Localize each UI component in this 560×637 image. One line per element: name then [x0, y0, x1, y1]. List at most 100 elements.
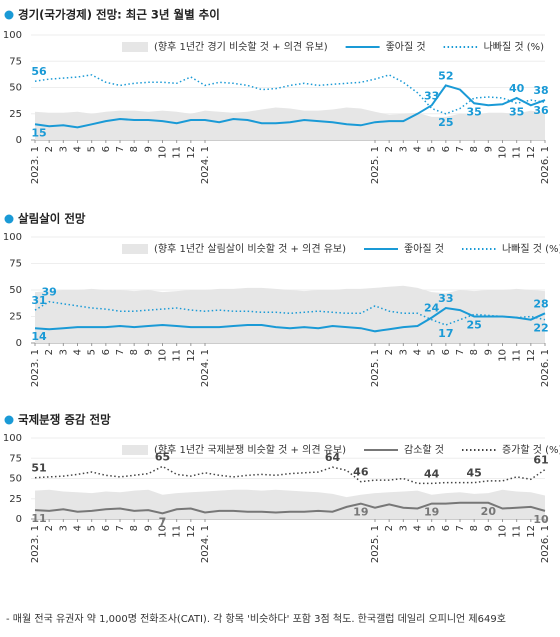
y-tick-label: 50 [9, 474, 22, 485]
x-tick-label: 12 [186, 525, 197, 538]
x-tick-label: 8 [469, 146, 480, 152]
x-tick-label: 2026. 1 [540, 146, 551, 184]
value-label: 25 [438, 116, 453, 129]
x-tick-label: 2023. 1 [30, 525, 41, 563]
x-tick-label: 6 [101, 146, 112, 152]
value-label: 31 [31, 294, 46, 307]
x-tick-label: 8 [469, 525, 480, 531]
x-tick-label: 4 [413, 525, 424, 531]
x-tick-label: 2025. 1 [370, 349, 381, 387]
value-label: 52 [438, 69, 453, 82]
legend-label: 좋아질 것 [386, 41, 426, 53]
y-tick-label: 0 [16, 514, 22, 525]
x-tick-label: 2023. 1 [30, 349, 41, 387]
footnote: - 매월 전국 유권자 약 1,000명 전화조사(CATI). 각 항목 '비… [6, 612, 506, 625]
line [34, 84, 546, 129]
legend-label: 감소할 것 [404, 444, 444, 456]
x-tick-label: 9 [483, 349, 494, 355]
x-tick-label: 12 [186, 349, 197, 362]
x-tick-label: 12 [526, 349, 537, 362]
x-tick-label: 10 [498, 146, 509, 159]
x-tick-label: 7 [115, 146, 126, 152]
value-label: 11 [31, 512, 46, 525]
legend-label: (향후 1년간 경기 비슷할 것 + 의견 유보) [154, 40, 328, 53]
legend-label: (향후 1년간 국제분쟁 비슷할 것 + 의견 유보) [154, 444, 346, 456]
y-tick-label: 75 [9, 56, 22, 67]
x-tick-label: 10 [158, 525, 169, 538]
x-tick-label: 11 [172, 525, 183, 538]
x-tick-label: 10 [498, 525, 509, 538]
value-label: 24 [424, 302, 440, 315]
x-tick-label: 3 [398, 349, 409, 355]
x-tick-label: 2 [384, 525, 395, 531]
value-label: 61 [533, 454, 548, 467]
title-bullet [4, 415, 14, 425]
x-tick-label: 5 [87, 146, 98, 152]
x-tick-label: 9 [143, 146, 154, 152]
legend-label: 나빠질 것 (%) [484, 41, 545, 53]
value-label: 65 [155, 450, 170, 463]
value-label: 51 [31, 462, 46, 475]
x-tick-label: 6 [441, 349, 452, 355]
x-tick-label: 12 [526, 525, 537, 538]
x-tick-label: 7 [115, 349, 126, 355]
line [34, 74, 546, 115]
x-tick-label: 4 [73, 146, 84, 152]
x-tick-label: 7 [115, 525, 126, 531]
x-tick-label: 4 [73, 525, 84, 531]
x-tick-label: 11 [512, 525, 523, 538]
y-tick-label: 50 [9, 285, 22, 296]
chart-title: 살림살이 전망 [18, 212, 86, 226]
value-label: 33 [438, 292, 453, 305]
x-tick-label: 12 [186, 146, 197, 159]
x-tick-label: 5 [427, 146, 438, 152]
value-label: 17 [438, 327, 453, 340]
value-label: 39 [42, 286, 57, 299]
line [34, 306, 546, 333]
x-tick-label: 11 [512, 349, 523, 362]
value-label: 25 [467, 319, 482, 332]
legend-swatch [122, 445, 148, 455]
x-tick-label: 2 [44, 146, 55, 152]
x-tick-label: 2024. 1 [200, 146, 211, 184]
x-tick-label: 6 [101, 525, 112, 531]
y-tick-label: 50 [9, 83, 22, 94]
x-tick-label: 11 [172, 146, 183, 159]
x-tick-label: 3 [58, 146, 69, 152]
value-label: 36 [533, 104, 549, 117]
x-tick-label: 2023. 1 [30, 146, 41, 184]
value-label: 7 [159, 515, 167, 528]
x-tick-label: 2025. 1 [370, 146, 381, 184]
x-tick-label: 2 [44, 349, 55, 355]
y-tick-label: 0 [16, 135, 22, 146]
title-bullet [4, 10, 14, 20]
y-tick-label: 100 [3, 30, 22, 41]
area [35, 107, 545, 140]
legend-label: 증가할 것 (%) [502, 444, 560, 456]
legend-label: 나빠질 것 (%) [502, 243, 560, 255]
legend-label: 좋아질 것 [404, 243, 444, 255]
x-tick-label: 3 [398, 146, 409, 152]
value-label: 20 [481, 505, 497, 518]
x-tick-label: 5 [427, 525, 438, 531]
area [35, 489, 545, 519]
x-tick-label: 12 [526, 146, 537, 159]
legend-swatch [122, 42, 148, 52]
value-label: 19 [424, 506, 439, 519]
value-label: 46 [353, 466, 369, 479]
y-tick-label: 75 [9, 259, 22, 270]
x-tick-label: 4 [413, 146, 424, 152]
x-tick-label: 11 [172, 349, 183, 362]
x-tick-label: 2024. 1 [200, 525, 211, 563]
legend-swatch [122, 244, 148, 254]
x-tick-label: 11 [512, 146, 523, 159]
x-tick-label: 10 [498, 349, 509, 362]
x-tick-label: 3 [398, 525, 409, 531]
x-tick-label: 6 [441, 146, 452, 152]
x-tick-label: 5 [87, 525, 98, 531]
y-tick-label: 0 [16, 338, 22, 349]
line [34, 501, 546, 515]
y-tick-label: 25 [9, 494, 22, 505]
x-tick-label: 2024. 1 [200, 349, 211, 387]
y-tick-label: 100 [3, 232, 22, 243]
